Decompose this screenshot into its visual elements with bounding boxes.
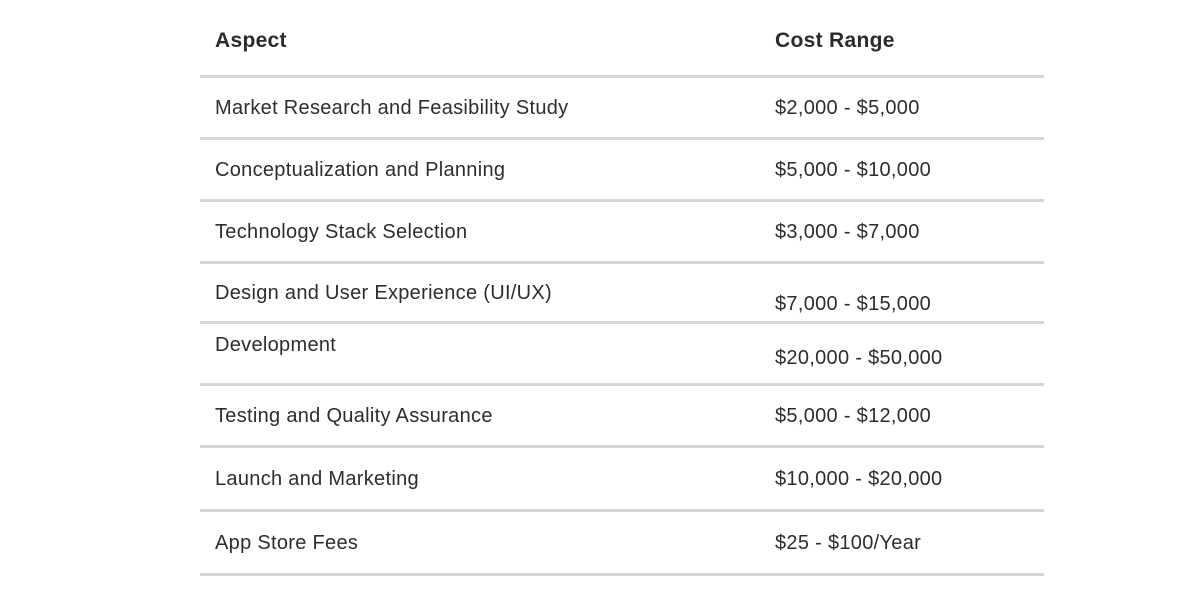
table-cell-cost-range: $20,000 - $50,000	[775, 346, 943, 369]
table-row: Launch and Marketing $10,000 - $20,000	[200, 448, 1044, 512]
table-cell-aspect: Design and User Experience (UI/UX)	[215, 281, 552, 304]
table-cell-aspect: Conceptualization and Planning	[215, 158, 506, 181]
table-cell-aspect: Launch and Marketing	[215, 467, 419, 490]
app-development-cost-table: Aspect Cost Range Market Research and Fe…	[200, 0, 1044, 576]
table-cell-aspect: Development	[215, 333, 337, 356]
column-header-cost-range: Cost Range	[775, 28, 895, 52]
table-cell-cost-range: $5,000 - $12,000	[775, 404, 932, 427]
table-cell-aspect: App Store Fees	[215, 531, 359, 554]
table-row: Development $20,000 - $50,000	[200, 324, 1044, 386]
table-row: Conceptualization and Planning $5,000 - $…	[200, 140, 1044, 202]
table-row: Technology Stack Selection $3,000 - $7,00…	[200, 202, 1044, 264]
table-cell-cost-range: $25 - $100/Year	[775, 531, 922, 554]
table-cell-cost-range: $5,000 - $10,000	[775, 158, 932, 181]
table-row: Testing and Quality Assurance $5,000 - $1…	[200, 386, 1044, 448]
table-row: Design and User Experience (UI/UX) $7,000…	[200, 264, 1044, 324]
table-cell-cost-range: $3,000 - $7,000	[775, 220, 920, 243]
table-cell-aspect: Technology Stack Selection	[215, 220, 468, 243]
column-header-aspect: Aspect	[215, 28, 287, 52]
table-cell-cost-range: $7,000 - $15,000	[775, 292, 932, 315]
table-header-row: Aspect Cost Range	[200, 0, 1044, 78]
table-cell-cost-range: $10,000 - $20,000	[775, 467, 943, 490]
table-row: Market Research and Feasibility Study $2,…	[200, 78, 1044, 140]
table-cell-cost-range: $2,000 - $5,000	[775, 96, 920, 119]
table-row: App Store Fees $25 - $100/Year	[200, 512, 1044, 576]
table-body: Market Research and Feasibility Study $2,…	[200, 78, 1044, 576]
table-cell-aspect: Market Research and Feasibility Study	[215, 96, 569, 119]
table-cell-aspect: Testing and Quality Assurance	[215, 404, 493, 427]
